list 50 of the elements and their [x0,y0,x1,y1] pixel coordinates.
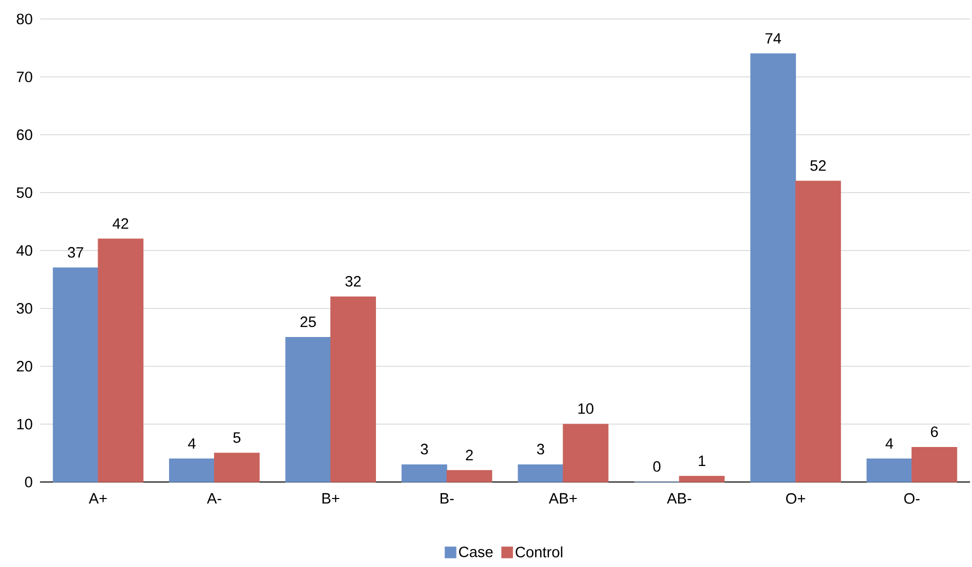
bar [446,470,492,482]
data-label: 42 [112,218,128,229]
bar [518,464,564,482]
legend-label: Case [459,546,493,558]
bar [795,180,841,482]
data-label: 4 [188,438,196,449]
y-tick-label: 10 [17,418,32,430]
data-label: 3 [420,444,428,454]
bar [214,452,260,482]
bar [285,337,331,482]
bar [169,458,215,482]
bar [98,238,144,482]
bar [750,53,796,482]
y-tick-label: 20 [16,360,32,372]
data-label: 1 [698,456,706,466]
data-label: 74 [766,33,782,44]
data-label: 0 [653,461,660,472]
bar [679,476,725,482]
y-tick-label: 70 [16,72,32,82]
bar [562,424,608,482]
x-tick-label: O- [904,493,920,504]
x-tick-label: B+ [322,493,340,504]
x-tick-label: B- [440,493,454,504]
y-tick-label: 60 [16,129,32,140]
legend-label: Control [516,546,562,558]
data-label: 52 [810,160,826,171]
bar [912,446,958,482]
data-label: 3 [537,444,544,454]
data-label: 37 [68,247,84,258]
y-tick-label: 80 [16,14,32,24]
x-tick-label: AB- [666,493,692,504]
x-tick-label: A+ [88,493,107,504]
x-tick-label: A- [206,493,222,504]
x-tick-label: AB+ [548,493,577,504]
bar [52,268,98,482]
data-label: 5 [233,432,240,443]
data-label: 25 [300,316,316,328]
x-tick-label: O+ [786,493,806,504]
y-tick-label: 50 [16,187,32,198]
y-tick-label: 40 [16,245,32,256]
bar [866,458,912,482]
data-label: 2 [466,450,473,460]
data-label: 4 [886,438,894,449]
data-label: 32 [345,276,361,287]
bar [402,464,448,482]
data-label: 6 [930,426,938,438]
y-tick-label: 0 [25,476,32,488]
bar [330,296,376,482]
data-label: 10 [578,403,594,414]
y-tick-label: 30 [16,303,32,314]
